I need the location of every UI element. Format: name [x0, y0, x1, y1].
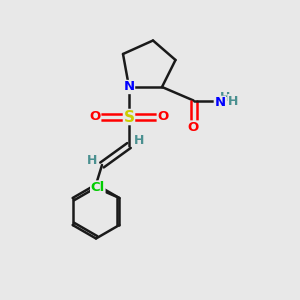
Text: N: N — [123, 80, 135, 94]
Text: H: H — [228, 94, 238, 108]
Text: S: S — [124, 110, 134, 124]
Text: H: H — [87, 154, 98, 167]
Text: Cl: Cl — [91, 181, 105, 194]
Text: N: N — [214, 96, 226, 110]
Text: O: O — [89, 110, 101, 124]
Text: O: O — [188, 121, 199, 134]
Text: O: O — [157, 110, 169, 124]
Text: H: H — [220, 91, 230, 104]
Text: H: H — [134, 134, 144, 148]
